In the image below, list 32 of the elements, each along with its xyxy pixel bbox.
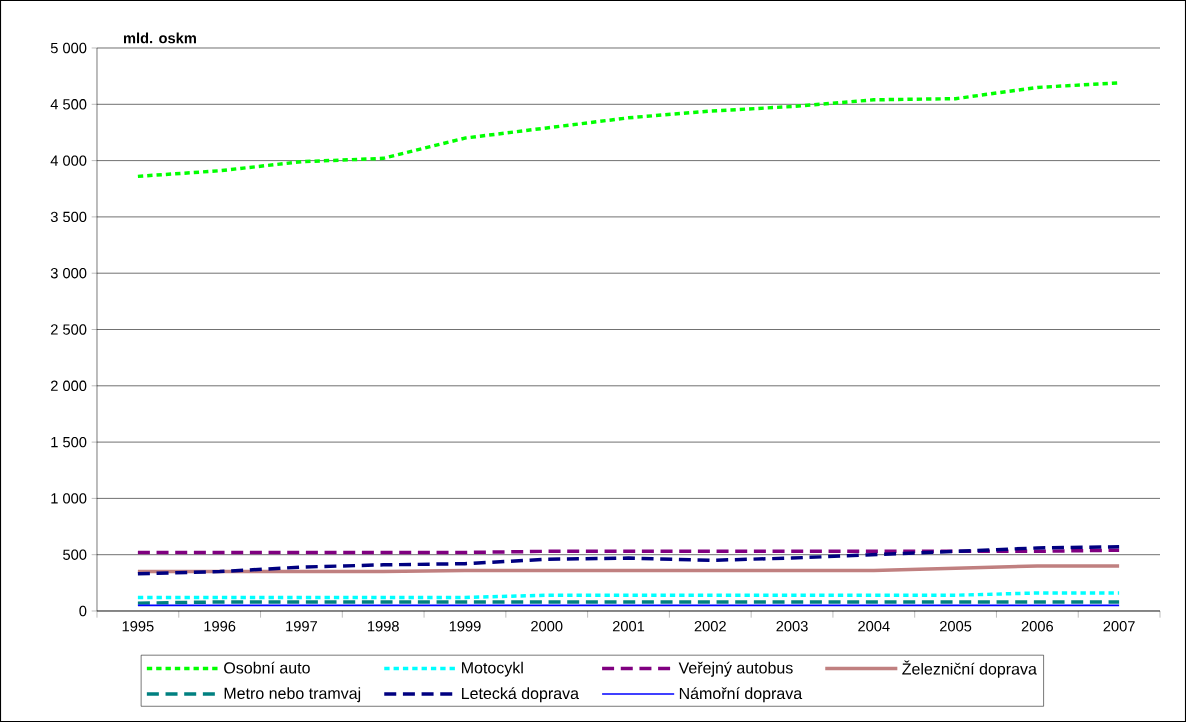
x-tick-label: 2003 — [776, 621, 808, 632]
legend-label: Veřejný autobus — [678, 661, 793, 677]
x-tick-label: 1997 — [286, 621, 317, 632]
x-tick-label: 2000 — [531, 621, 563, 632]
y-tick-label: 2 500 — [50, 324, 87, 335]
legend-label: Osobní auto — [224, 661, 310, 674]
x-tick-label: 2001 — [612, 621, 645, 632]
legend-label: Metro nebo tramvaj — [224, 687, 361, 703]
y-tick-label: 4 500 — [50, 99, 87, 110]
x-tick-label: 1995 — [122, 621, 154, 632]
y-tick-label: 3 000 — [50, 268, 87, 279]
x-tick-label: 2005 — [940, 621, 972, 632]
y-tick-label: 2 000 — [50, 380, 87, 391]
y-axis-title: mld. oskm — [123, 32, 196, 44]
legend-label: Letecká doprava — [462, 687, 579, 703]
legend-label: Námořní doprava — [679, 687, 803, 703]
y-tick-label: 1 500 — [51, 436, 87, 448]
x-tick-label: 2002 — [694, 621, 726, 632]
x-tick-label: 1996 — [204, 621, 236, 632]
y-tick-label: 4 000 — [50, 155, 87, 166]
x-tick-label: 1998 — [367, 621, 399, 632]
x-tick-label: 1999 — [449, 621, 481, 632]
legend-label: Motocykl — [462, 661, 523, 677]
legend-label: Železniční doprava — [902, 660, 1037, 678]
x-tick-label: 2006 — [1021, 621, 1054, 632]
y-tick-label: 1 000 — [51, 493, 87, 504]
y-tick-label: 3 500 — [50, 211, 87, 223]
y-tick-label: 500 — [63, 549, 87, 560]
x-tick-label: 2004 — [858, 621, 890, 632]
x-tick-label: 2007 — [1103, 621, 1135, 632]
y-tick-label: 0 — [79, 605, 87, 617]
y-tick-label: 5 000 — [50, 42, 87, 54]
